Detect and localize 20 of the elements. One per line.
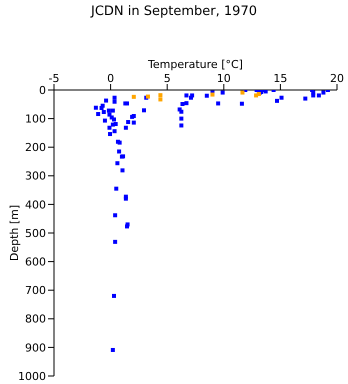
y-tick-label: 1000 <box>18 370 46 383</box>
y-tick-label: 500 <box>25 226 46 240</box>
y-tick-label: 900 <box>25 341 46 354</box>
x-tick-label: 5 <box>164 72 171 85</box>
chart-title: JCDN in September, 1970 <box>89 4 258 19</box>
x-tick-label: -5 <box>48 72 60 85</box>
y-tick-label: 800 <box>25 312 46 326</box>
x-tick-label: 20 <box>330 72 344 85</box>
x-tick-label: 15 <box>273 72 288 85</box>
y-tick-label: 700 <box>25 284 46 298</box>
x-tick-label: 0 <box>107 72 114 85</box>
y-tick-label: 0 <box>39 84 46 97</box>
y-tick-label: 300 <box>25 170 46 183</box>
x-axis-title: Temperature [°C] <box>147 58 243 71</box>
y-tick-label: 200 <box>25 141 46 154</box>
y-tick-label: 100 <box>25 112 46 126</box>
y-axis-title: Depth [m] <box>8 204 21 262</box>
y-tick-label: 600 <box>25 256 46 269</box>
x-tick-label: 10 <box>216 72 231 85</box>
y-tick-label: 400 <box>25 198 46 212</box>
